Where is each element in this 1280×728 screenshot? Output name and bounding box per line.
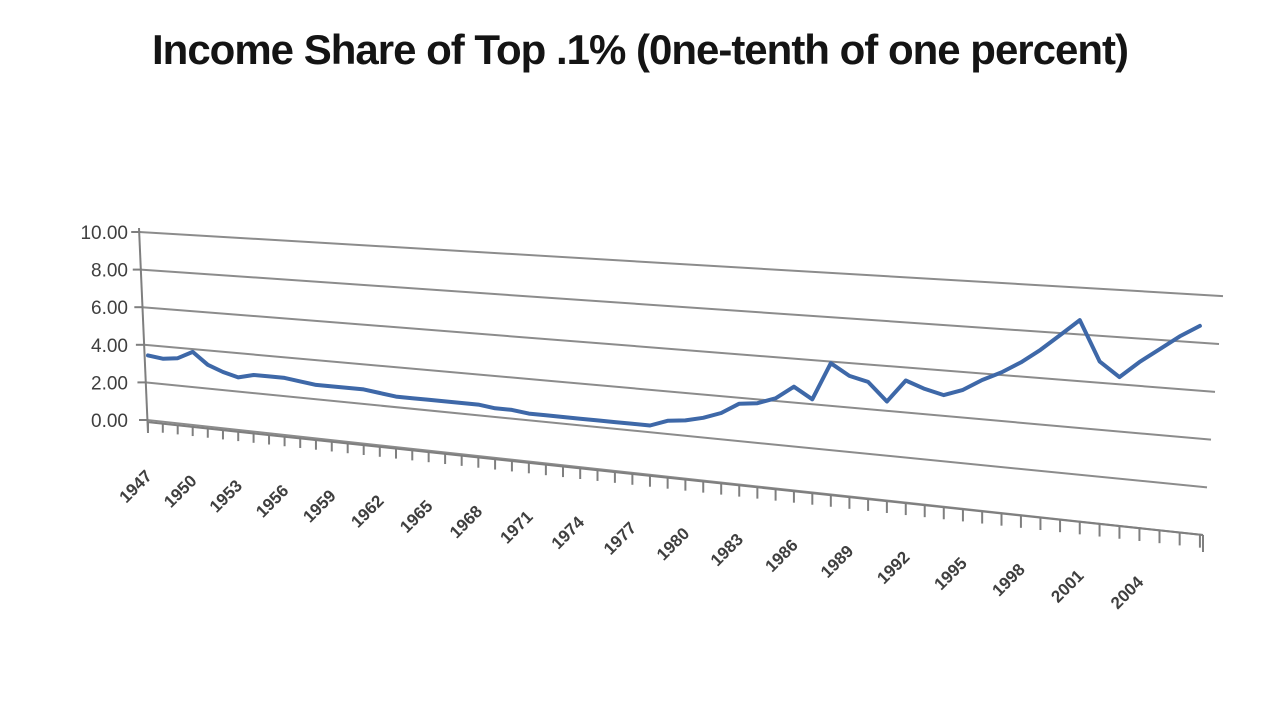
- y-axis-tick-label: 4.00: [91, 336, 128, 357]
- x-axis-tick-label: 1971: [496, 507, 536, 547]
- x-axis-tick-label: 1977: [600, 518, 640, 558]
- gridline: [145, 381, 1208, 489]
- x-axis-tick-label: 1959: [299, 486, 339, 526]
- y-axis-tick-label: 0.00: [91, 411, 128, 432]
- gridline: [142, 306, 1216, 393]
- x-axis-tick-label: 1998: [989, 560, 1029, 600]
- x-axis-tick-label: 2001: [1047, 566, 1087, 606]
- x-axis-tick-label: 1953: [206, 476, 246, 516]
- y-axis-tick-label: 10.00: [80, 223, 128, 244]
- x-axis-tick-label: 1974: [548, 512, 589, 553]
- gridline: [140, 268, 1220, 346]
- x-axis-tick-label: 1956: [252, 481, 292, 521]
- x-axis-tick-label: 1980: [653, 524, 693, 564]
- y-axis-tick-label: 6.00: [91, 298, 128, 319]
- x-axis-tick-label: 1962: [347, 491, 387, 531]
- x-axis-tick-label: 1989: [817, 542, 857, 582]
- income-share-series-line: [146, 318, 1202, 428]
- y-axis-tick-label: 2.00: [91, 373, 128, 394]
- x-axis-tick-label: 1983: [707, 530, 747, 570]
- x-axis-tick-label: 1947: [116, 467, 156, 507]
- x-axis-tick-label: 2004: [1107, 572, 1148, 613]
- x-axis-tick-label: 1986: [762, 536, 802, 576]
- gridline: [139, 231, 1224, 298]
- x-axis-tick-label: 1995: [931, 554, 971, 594]
- x-axis-tick-label: 1965: [396, 497, 436, 537]
- x-axis-tick-label: 1968: [446, 502, 486, 542]
- chart-title: Income Share of Top .1% (0ne-tenth of on…: [0, 22, 1280, 77]
- x-axis-tick-label: 1992: [873, 548, 913, 588]
- y-axis-line: [138, 227, 149, 434]
- chart-title-text: Income Share of Top .1% (0ne-tenth of on…: [152, 26, 1129, 73]
- y-axis-tick-label: 8.00: [91, 261, 128, 282]
- x-axis-line: [146, 421, 1204, 536]
- x-axis-tick-label: 1950: [160, 471, 200, 511]
- gridline: [143, 343, 1212, 441]
